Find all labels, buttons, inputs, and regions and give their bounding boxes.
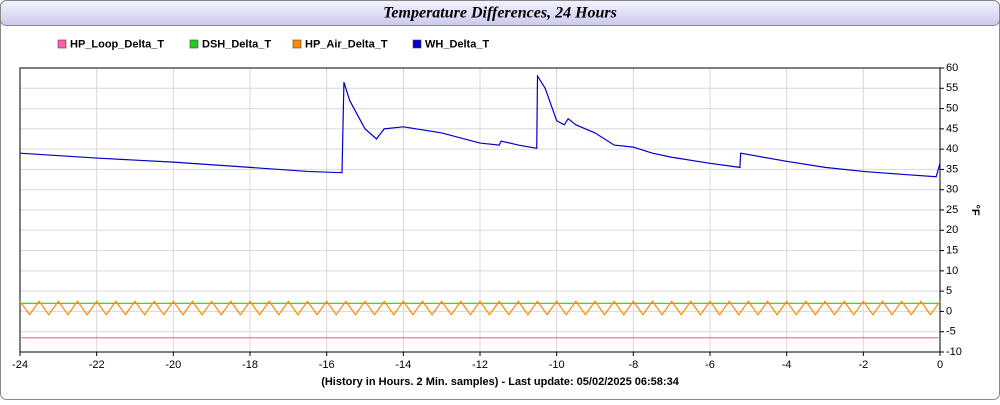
y-tick-label: 60 xyxy=(946,62,958,74)
y-tick-label: 45 xyxy=(946,123,958,135)
x-tick-label: -8 xyxy=(628,359,638,371)
x-tick-label: -20 xyxy=(165,359,181,371)
legend-swatch xyxy=(189,39,199,49)
legend-label: WH_Delta_T xyxy=(425,38,489,50)
x-tick-label: -12 xyxy=(472,359,488,371)
x-tick-label: -2 xyxy=(858,359,868,371)
y-tick-label: 25 xyxy=(946,204,958,216)
y-tick-label: 15 xyxy=(946,244,958,256)
x-tick-label: -18 xyxy=(242,359,258,371)
x-tick-label: -24 xyxy=(12,359,28,371)
plot-border xyxy=(19,67,941,353)
y-axis-label: °F xyxy=(969,204,981,215)
x-tick-label: 0 xyxy=(937,359,943,371)
y-tick-label: 5 xyxy=(946,285,952,297)
x-tick-label: -22 xyxy=(89,359,105,371)
y-tick-label: -10 xyxy=(946,346,962,358)
series-line xyxy=(19,74,941,178)
x-tick-label: -14 xyxy=(395,359,411,371)
y-tick-label: 0 xyxy=(946,305,952,317)
y-tick-label: 50 xyxy=(946,102,958,114)
y-tick-label: 30 xyxy=(946,184,958,196)
footer: (History in Hours. 2 Min. samples) - Las… xyxy=(321,376,680,388)
series-line xyxy=(19,300,941,316)
y-tick-label: 10 xyxy=(946,265,958,277)
y-tick-label: 55 xyxy=(946,82,958,94)
y-tick-label: 35 xyxy=(946,163,958,175)
x-tick-label: -16 xyxy=(319,359,335,371)
x-tick-label: -4 xyxy=(782,359,792,371)
legend-label: HP_Air_Delta_T xyxy=(305,38,388,50)
y-tick-label: 20 xyxy=(946,224,958,236)
x-tick-label: -6 xyxy=(705,359,715,371)
y-tick-label: -5 xyxy=(946,326,956,338)
chart-title: Temperature Differences, 24 Hours xyxy=(383,5,617,22)
x-tick-label: -10 xyxy=(549,359,565,371)
legend-label: DSH_Delta_T xyxy=(202,38,271,50)
y-tick-label: 40 xyxy=(946,143,958,155)
legend-swatch xyxy=(412,39,422,49)
legend-label: HP_Loop_Delta_T xyxy=(70,38,164,50)
legend-swatch xyxy=(292,39,302,49)
legend-swatch xyxy=(57,39,67,49)
